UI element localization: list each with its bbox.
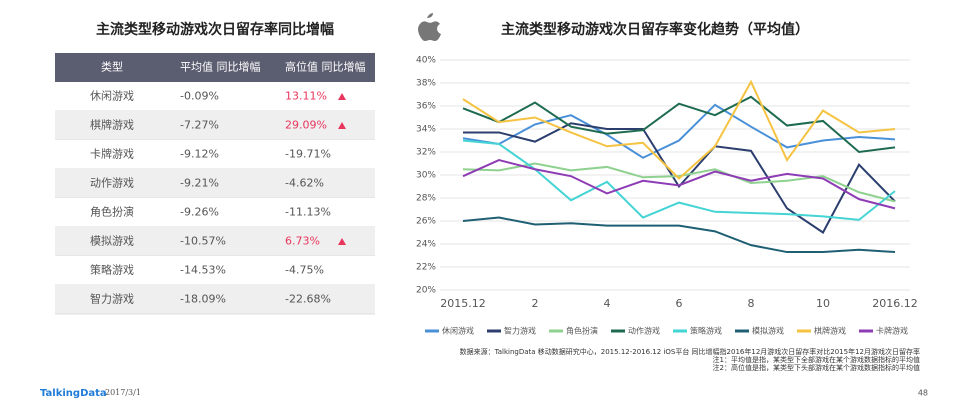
table-cell: -11.13% xyxy=(285,206,331,219)
table-row xyxy=(55,227,375,256)
y-tick-label: 40% xyxy=(416,56,436,66)
y-tick-label: 26% xyxy=(416,217,436,227)
table-cell: 棋牌游戏 xyxy=(90,118,134,132)
table-cell: 动作游戏 xyxy=(90,177,134,190)
x-tick-label: 8 xyxy=(748,297,755,310)
table-cell: 策略游戏 xyxy=(90,263,134,277)
table-cell: -9.26% xyxy=(180,206,219,219)
table-cell: 角色扮演 xyxy=(90,205,134,219)
y-tick-label: 20% xyxy=(416,286,436,296)
legend-label: 策略游戏 xyxy=(690,326,722,336)
series-line xyxy=(462,103,896,159)
table-cell: 13.11% xyxy=(285,90,327,103)
series-line xyxy=(462,216,896,254)
y-tick-label: 32% xyxy=(416,148,436,158)
header-cell: 平均值 同比增幅 xyxy=(180,60,261,74)
x-tick-label: 6 xyxy=(676,297,683,310)
table-cell: -10.57% xyxy=(180,235,226,248)
table-cell: 6.73% xyxy=(285,235,320,248)
table-cell: -4.62% xyxy=(285,177,324,190)
legend-label: 卡牌游戏 xyxy=(876,326,908,336)
table-cell: 智力游戏 xyxy=(90,292,134,306)
table-title: 主流类型移动游戏次日留存率同比增幅 xyxy=(96,21,334,38)
legend-label: 智力游戏 xyxy=(504,326,536,336)
series-line xyxy=(462,162,896,203)
table-cell: -7.27% xyxy=(180,119,219,132)
note: 注2：高位值是指，某类型下头部游戏在某个游戏数据指标的平均值 xyxy=(713,363,920,372)
table-row xyxy=(55,169,375,198)
series-line xyxy=(463,122,896,234)
note: 注1：平均值是指，某类型下全部游戏在某个游戏数据指标的平均值 xyxy=(713,355,920,364)
note: 数据来源：TalkingData 移动数据研究中心，2015.12-2016.1… xyxy=(460,347,920,356)
up-arrow xyxy=(338,93,346,100)
x-tick-label: 2016.12 xyxy=(872,297,918,310)
y-tick-label: 38% xyxy=(416,79,436,89)
legend-label: 休闲游戏 xyxy=(442,326,474,336)
table-row xyxy=(55,82,375,111)
apple-logo xyxy=(418,13,441,41)
table-cell: -0.09% xyxy=(180,90,219,103)
x-tick-label: 2 xyxy=(532,297,539,310)
series-line xyxy=(462,158,896,210)
table-cell: -18.09% xyxy=(180,293,226,306)
table-cell: 29.09% xyxy=(285,119,327,132)
table-cell: 休闲游戏 xyxy=(90,89,134,103)
date: 2017/3/1 xyxy=(105,388,141,397)
x-tick-label: 4 xyxy=(604,297,611,310)
y-tick-label: 34% xyxy=(416,125,436,135)
table-cell: 模拟游戏 xyxy=(90,234,134,248)
legend-label: 模拟游戏 xyxy=(752,326,784,336)
table-cell: -14.53% xyxy=(180,264,226,277)
legend-label: 角色扮演 xyxy=(566,326,598,336)
series-line xyxy=(462,79,896,180)
up-arrow xyxy=(338,238,346,245)
legend-label: 动作游戏 xyxy=(628,326,660,336)
y-tick-label: 28% xyxy=(416,194,436,204)
y-tick-label: 24% xyxy=(416,240,436,250)
series-line xyxy=(462,95,896,154)
table-header xyxy=(55,53,375,82)
y-tick-label: 30% xyxy=(416,171,436,181)
legend-label: 棋牌游戏 xyxy=(814,326,846,336)
header-cell: 类型 xyxy=(101,60,123,74)
chart-title: 主流类型移动游戏次日留存率变化趋势（平均值） xyxy=(501,21,809,38)
x-tick-label: 2015.12 xyxy=(440,297,486,310)
table-row xyxy=(55,198,375,227)
table-cell: -19.71% xyxy=(285,148,331,161)
brand: TalkingData xyxy=(40,388,107,399)
table-row xyxy=(55,256,375,285)
y-tick-label: 22% xyxy=(416,263,436,273)
table-cell: -4.75% xyxy=(285,264,324,277)
y-tick-label: 36% xyxy=(416,102,436,112)
page-number: 48 xyxy=(918,389,928,398)
x-tick-label: 10 xyxy=(816,297,830,310)
table-cell: -9.21% xyxy=(180,177,219,190)
table-row xyxy=(55,285,375,314)
header-cell: 高位值 同比增幅 xyxy=(285,60,366,74)
table-row xyxy=(55,111,375,140)
up-arrow xyxy=(338,122,346,129)
table-cell: 卡牌游戏 xyxy=(90,147,134,161)
table-cell: -9.12% xyxy=(180,148,219,161)
table-cell: -22.68% xyxy=(285,293,331,306)
table-row xyxy=(55,140,375,169)
